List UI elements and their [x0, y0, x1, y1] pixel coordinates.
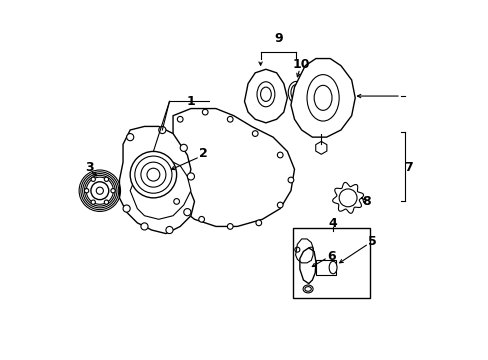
- Circle shape: [104, 177, 108, 181]
- Circle shape: [104, 200, 108, 204]
- Text: 4: 4: [328, 217, 337, 230]
- Circle shape: [180, 144, 187, 152]
- Circle shape: [173, 199, 179, 204]
- Bar: [292, 228, 369, 298]
- Ellipse shape: [290, 85, 301, 100]
- Circle shape: [187, 173, 194, 180]
- Circle shape: [91, 177, 95, 181]
- Text: 3: 3: [84, 161, 93, 174]
- Circle shape: [130, 152, 176, 198]
- Text: 2: 2: [199, 147, 207, 160]
- Ellipse shape: [306, 75, 339, 121]
- Circle shape: [159, 126, 165, 134]
- Text: 7: 7: [403, 161, 412, 174]
- Circle shape: [294, 247, 299, 252]
- Ellipse shape: [260, 87, 271, 102]
- Polygon shape: [244, 69, 287, 123]
- Text: 10: 10: [292, 58, 309, 72]
- Circle shape: [277, 202, 283, 208]
- Polygon shape: [119, 126, 194, 234]
- Text: 9: 9: [274, 32, 282, 45]
- Circle shape: [252, 131, 258, 136]
- Circle shape: [277, 152, 283, 158]
- Polygon shape: [315, 141, 326, 154]
- Circle shape: [287, 177, 293, 183]
- Ellipse shape: [313, 85, 331, 111]
- Ellipse shape: [304, 287, 311, 291]
- Ellipse shape: [328, 261, 336, 274]
- Polygon shape: [130, 158, 190, 219]
- Text: 1: 1: [186, 95, 195, 108]
- Bar: [315, 260, 335, 275]
- Text: 6: 6: [326, 250, 335, 263]
- Text: 8: 8: [362, 195, 370, 208]
- Circle shape: [308, 247, 313, 252]
- Circle shape: [177, 116, 183, 122]
- Text: 5: 5: [367, 235, 376, 248]
- Circle shape: [91, 182, 108, 200]
- Ellipse shape: [257, 82, 274, 107]
- Circle shape: [111, 189, 115, 193]
- Polygon shape: [290, 59, 354, 137]
- Circle shape: [255, 220, 261, 226]
- Circle shape: [198, 216, 204, 222]
- Ellipse shape: [287, 81, 304, 104]
- Circle shape: [91, 200, 95, 204]
- Circle shape: [227, 116, 233, 122]
- Polygon shape: [299, 248, 315, 284]
- Circle shape: [126, 134, 134, 141]
- Circle shape: [202, 109, 207, 115]
- Ellipse shape: [303, 285, 312, 293]
- Circle shape: [84, 189, 88, 193]
- Circle shape: [227, 224, 233, 229]
- Circle shape: [123, 205, 130, 212]
- Circle shape: [141, 223, 148, 230]
- Circle shape: [183, 208, 190, 216]
- Circle shape: [165, 226, 173, 234]
